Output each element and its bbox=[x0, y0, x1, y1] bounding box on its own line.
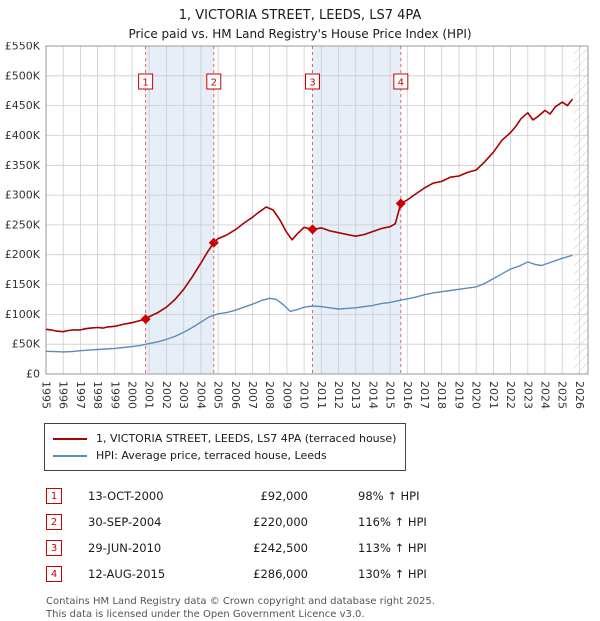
svg-text:£50K: £50K bbox=[12, 338, 41, 351]
page-title: 1, VICTORIA STREET, LEEDS, LS7 4PA bbox=[178, 8, 422, 23]
svg-text:2019: 2019 bbox=[453, 381, 466, 409]
legend-row-hpi: HPI: Average price, terraced house, Leed… bbox=[53, 447, 397, 464]
svg-text:2: 2 bbox=[211, 78, 217, 89]
sale-price: £242,500 bbox=[253, 541, 308, 555]
legend: 1, VICTORIA STREET, LEEDS, LS7 4PA (terr… bbox=[44, 423, 406, 471]
legend-row-property: 1, VICTORIA STREET, LEEDS, LS7 4PA (terr… bbox=[53, 430, 397, 447]
sale-date: 13-OCT-2000 bbox=[88, 489, 164, 503]
svg-text:1998: 1998 bbox=[91, 381, 104, 409]
footer-line-copyright: Contains HM Land Registry data © Crown c… bbox=[46, 596, 435, 607]
svg-text:2013: 2013 bbox=[349, 381, 362, 409]
svg-text:1995: 1995 bbox=[40, 381, 53, 409]
sale-number-badge: 4 bbox=[46, 566, 62, 582]
svg-text:2006: 2006 bbox=[229, 381, 242, 409]
svg-text:2008: 2008 bbox=[263, 381, 276, 409]
property-line-swatch-icon bbox=[53, 437, 87, 440]
sale-row: 2 30-SEP-2004 £220,000 116% ↑ HPI bbox=[46, 509, 600, 535]
svg-text:£150K: £150K bbox=[5, 278, 41, 291]
sale-date: 29-JUN-2010 bbox=[88, 541, 162, 555]
svg-text:3: 3 bbox=[309, 78, 315, 89]
svg-text:£400K: £400K bbox=[5, 129, 41, 142]
svg-text:2004: 2004 bbox=[194, 381, 207, 409]
sale-vs-hpi: 130% ↑ HPI bbox=[358, 567, 427, 581]
svg-text:£500K: £500K bbox=[5, 69, 41, 82]
svg-text:2026: 2026 bbox=[573, 381, 586, 409]
svg-text:2016: 2016 bbox=[401, 381, 414, 409]
svg-text:£550K: £550K bbox=[5, 42, 41, 53]
sale-row: 3 29-JUN-2010 £242,500 113% ↑ HPI bbox=[46, 535, 600, 561]
sale-vs-hpi: 116% ↑ HPI bbox=[358, 515, 427, 529]
svg-text:£450K: £450K bbox=[5, 99, 41, 112]
svg-text:2011: 2011 bbox=[315, 381, 328, 409]
svg-text:£300K: £300K bbox=[5, 189, 41, 202]
svg-text:2000: 2000 bbox=[126, 381, 139, 409]
sales-table: 1 13-OCT-2000 £92,000 98% ↑ HPI 2 30-SEP-2004… bbox=[46, 483, 600, 587]
svg-text:2021: 2021 bbox=[487, 381, 500, 409]
svg-text:2014: 2014 bbox=[366, 381, 379, 409]
svg-text:£200K: £200K bbox=[5, 248, 41, 261]
svg-text:£0: £0 bbox=[26, 368, 40, 381]
svg-text:£100K: £100K bbox=[5, 308, 41, 321]
legend-label-property: 1, VICTORIA STREET, LEEDS, LS7 4PA (terr… bbox=[96, 432, 397, 445]
svg-text:2018: 2018 bbox=[435, 381, 448, 409]
svg-text:2020: 2020 bbox=[470, 381, 483, 409]
svg-text:£350K: £350K bbox=[5, 159, 41, 172]
svg-text:2022: 2022 bbox=[504, 381, 517, 409]
svg-text:2007: 2007 bbox=[246, 381, 259, 409]
footer-line-licence: This data is licensed under the Open Gov… bbox=[46, 609, 365, 620]
svg-text:2024: 2024 bbox=[539, 381, 552, 409]
svg-text:2017: 2017 bbox=[418, 381, 431, 409]
svg-text:1997: 1997 bbox=[74, 381, 87, 409]
sale-vs-hpi: 113% ↑ HPI bbox=[358, 541, 427, 555]
sale-number-badge: 1 bbox=[46, 488, 62, 504]
svg-text:2003: 2003 bbox=[177, 381, 190, 409]
footer: Contains HM Land Registry data © Crown c… bbox=[46, 595, 600, 621]
svg-text:2023: 2023 bbox=[521, 381, 534, 409]
legend-label-hpi: HPI: Average price, terraced house, Leed… bbox=[96, 449, 327, 462]
hpi-line-swatch-icon bbox=[53, 454, 87, 457]
sale-price: £286,000 bbox=[253, 567, 308, 581]
svg-text:2009: 2009 bbox=[280, 381, 293, 409]
svg-text:£250K: £250K bbox=[5, 218, 41, 231]
sale-date: 30-SEP-2004 bbox=[88, 515, 162, 529]
svg-text:2002: 2002 bbox=[160, 381, 173, 409]
sale-row: 1 13-OCT-2000 £92,000 98% ↑ HPI bbox=[46, 483, 600, 509]
chart-header: 1, VICTORIA STREET, LEEDS, LS7 4PA Price… bbox=[0, 0, 600, 42]
sale-price: £92,000 bbox=[260, 489, 308, 503]
sale-vs-hpi: 98% ↑ HPI bbox=[358, 489, 420, 503]
svg-text:2012: 2012 bbox=[332, 381, 345, 409]
price-history-chart: £0 £50K £100K £150K £200K £250K £300K £350K £400… bbox=[5, 42, 589, 409]
svg-text:2025: 2025 bbox=[556, 381, 569, 409]
sale-number-badge: 3 bbox=[46, 540, 62, 556]
sale-date: 12-AUG-2015 bbox=[88, 567, 166, 581]
svg-text:2010: 2010 bbox=[298, 381, 311, 409]
sale-row: 4 12-AUG-2015 £286,000 130% ↑ HPI bbox=[46, 561, 600, 587]
svg-text:2001: 2001 bbox=[143, 381, 156, 409]
svg-text:2015: 2015 bbox=[384, 381, 397, 409]
sale-number-badge: 2 bbox=[46, 514, 62, 530]
svg-text:1999: 1999 bbox=[108, 381, 121, 409]
sale-price: £220,000 bbox=[253, 515, 308, 529]
svg-text:2005: 2005 bbox=[212, 381, 225, 409]
svg-text:1996: 1996 bbox=[57, 381, 70, 409]
page-subtitle: Price paid vs. HM Land Registry's House … bbox=[128, 27, 472, 41]
svg-text:1: 1 bbox=[142, 78, 148, 89]
svg-text:4: 4 bbox=[398, 78, 404, 89]
